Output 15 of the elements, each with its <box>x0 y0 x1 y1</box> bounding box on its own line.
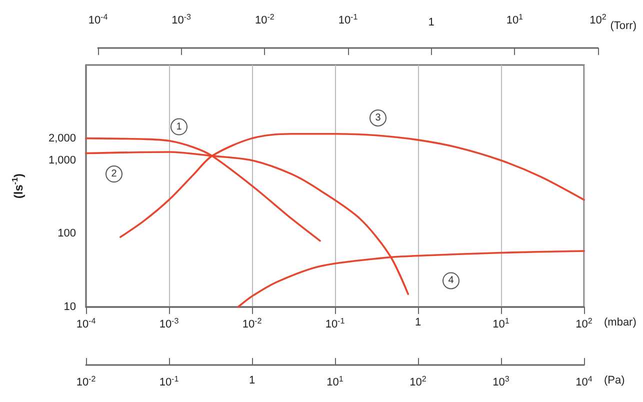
y-tick-label: 100 <box>58 228 76 240</box>
text: (Pa) <box>604 374 625 386</box>
series-label: 3 <box>375 112 382 124</box>
text: 1 <box>248 374 256 386</box>
text: (Torr) <box>610 20 637 32</box>
y-tick-label: 1,000 <box>48 154 76 166</box>
y-tick-label: 2,000 <box>48 132 76 144</box>
text: 4 <box>448 275 454 286</box>
series-label: 1 <box>176 121 182 132</box>
text: 1 <box>428 16 434 28</box>
y-tick-label: 10 <box>64 301 76 313</box>
x-tick-label: 1 <box>414 316 422 328</box>
x-axis-title: (mbar) <box>604 316 636 328</box>
series-label: 2 <box>111 168 118 180</box>
y-axis-title: (ls-1) <box>10 173 26 199</box>
